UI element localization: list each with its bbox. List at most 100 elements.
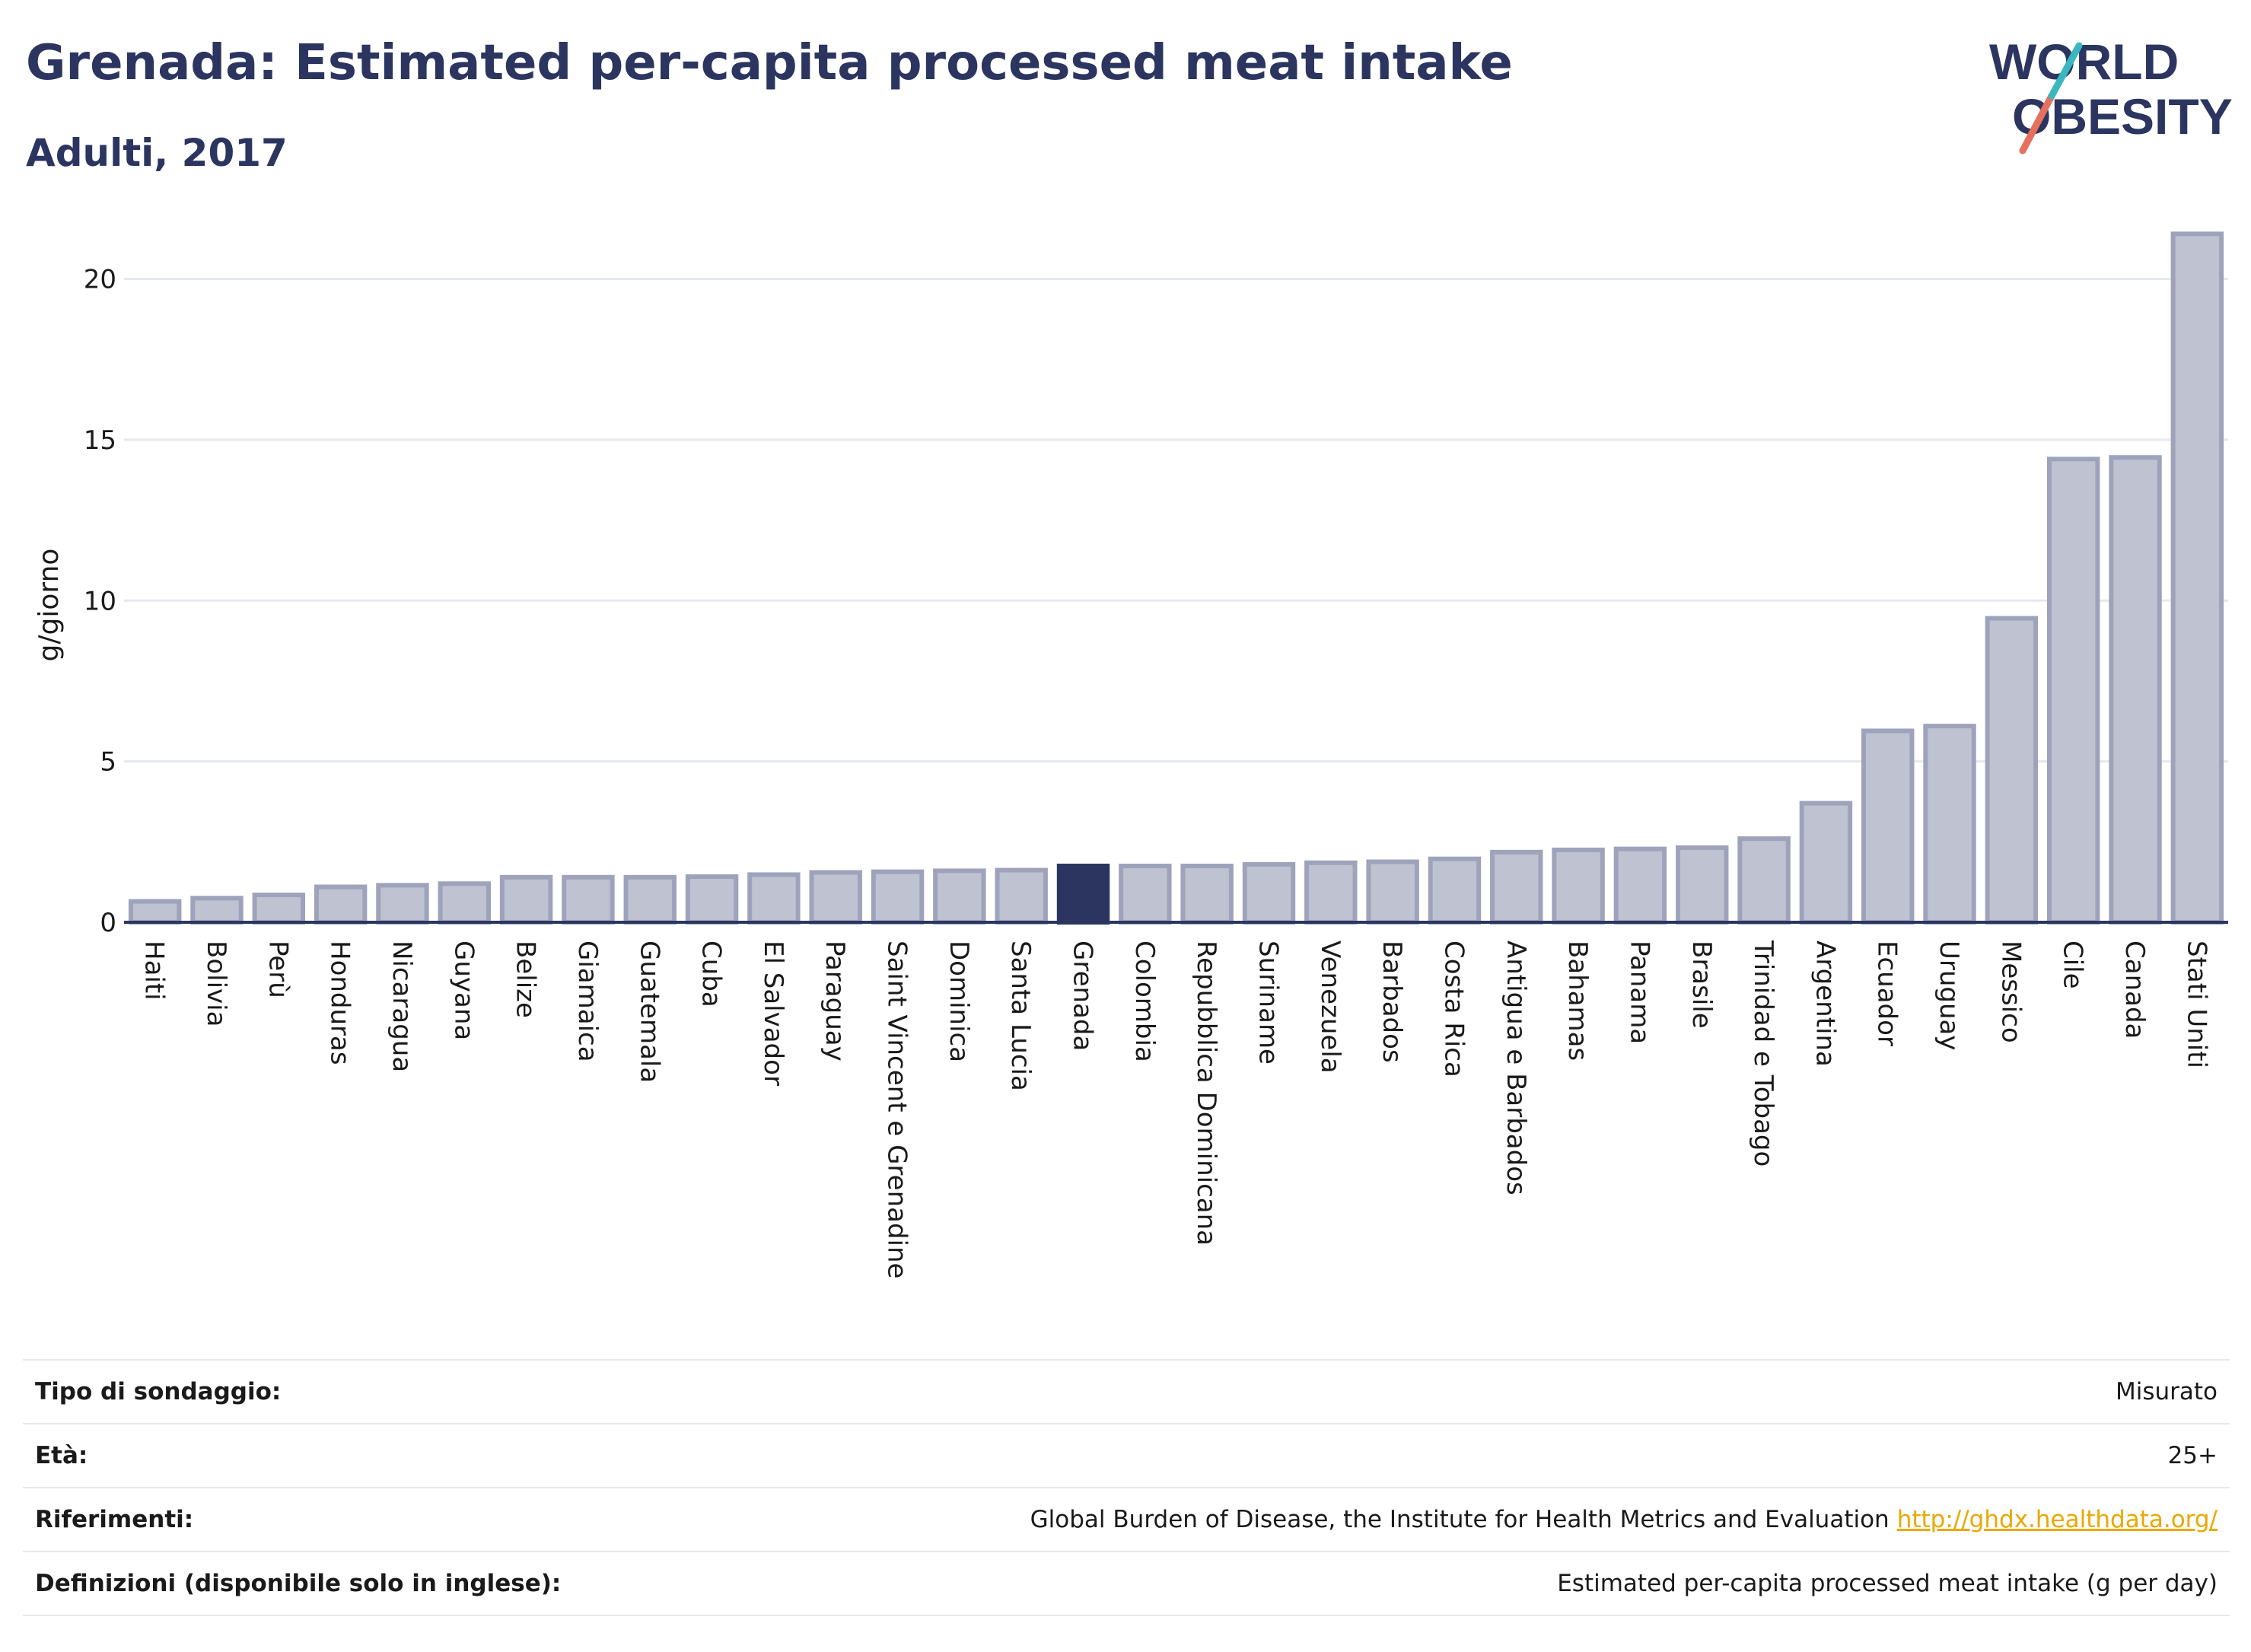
gridlines xyxy=(124,278,2228,763)
bar xyxy=(2109,455,2162,925)
y-tick-label: 15 xyxy=(84,425,116,456)
x-tick-label: Bahamas xyxy=(1562,941,1593,1061)
x-tick-label: Grenada xyxy=(1068,941,1098,1051)
info-label: Definizioni (disponibile solo in inglese… xyxy=(23,1551,712,1616)
bar xyxy=(1490,849,1543,925)
y-axis-label: g/giorno xyxy=(33,549,65,662)
x-tick-label: Panama xyxy=(1624,941,1654,1044)
x-tick-label: Cile xyxy=(2058,941,2088,989)
page-title: Grenada: Estimated per-capita processed … xyxy=(26,35,1513,91)
bar xyxy=(1242,861,1296,925)
info-row-definitions: Definizioni (disponibile solo in inglese… xyxy=(23,1551,2230,1616)
x-tick-label: Antigua e Barbados xyxy=(1501,941,1531,1195)
x-tick-label: Nicaragua xyxy=(387,941,417,1072)
bar xyxy=(1428,856,1482,925)
info-value-cell: Global Burden of Disease, the Institute … xyxy=(712,1487,2230,1552)
bar xyxy=(1366,859,1419,925)
bar xyxy=(1737,836,1791,925)
bar xyxy=(1552,847,1605,925)
x-tick-label: Messico xyxy=(1995,941,2026,1043)
x-tick-label: Guyana xyxy=(448,941,479,1040)
x-tick-label: Giamaica xyxy=(572,941,603,1062)
x-tick-label: Suriname xyxy=(1253,941,1283,1065)
y-tick-label: 5 xyxy=(100,747,116,778)
bar xyxy=(190,896,244,925)
bar xyxy=(1861,728,1915,925)
bar xyxy=(562,874,615,925)
bar xyxy=(747,872,801,925)
x-tick-label: Santa Lucia xyxy=(1005,941,1036,1091)
bar xyxy=(376,883,429,925)
x-tick-label: Argentina xyxy=(1810,941,1840,1067)
info-table: Tipo di sondaggio: Misurato Età: 25+ Rif… xyxy=(23,1359,2230,1616)
bar xyxy=(685,874,739,925)
bar xyxy=(314,884,368,925)
bar-highlighted xyxy=(1056,864,1110,925)
bar xyxy=(871,869,925,925)
info-label: Tipo di sondaggio: xyxy=(23,1359,712,1424)
x-tick-label: Belize xyxy=(511,941,541,1018)
x-tick-label: Paraguay xyxy=(820,941,850,1062)
x-tick-label: Brasile xyxy=(1686,941,1717,1029)
bar xyxy=(252,893,306,925)
bar xyxy=(809,870,862,925)
info-value: 25+ xyxy=(712,1423,2230,1488)
logo-slash-teal xyxy=(2048,42,2083,100)
bar xyxy=(499,874,553,925)
info-value: Global Burden of Disease, the Institute … xyxy=(1030,1506,1890,1533)
bar xyxy=(623,874,677,925)
bar xyxy=(1180,864,1234,925)
x-tick-label: Guatemala xyxy=(634,941,664,1083)
bar xyxy=(2046,457,2100,925)
y-tick-label: 20 xyxy=(84,265,116,295)
x-axis-ticks: Haiti Bolivia Perù Honduras Nicaragua Guyana B… xyxy=(139,940,2212,1278)
info-row-age: Età: 25+ xyxy=(23,1423,2230,1488)
x-tick-label: Cuba xyxy=(696,941,727,1007)
bar xyxy=(1676,845,1729,925)
x-tick-label: Repubblica Dominicana xyxy=(1191,941,1221,1246)
x-tick-label: Uruguay xyxy=(1934,941,1964,1051)
info-label: Età: xyxy=(23,1423,712,1488)
bar xyxy=(438,881,491,925)
bar xyxy=(1985,616,2039,925)
reference-link[interactable]: http://ghdx.healthdata.org/ xyxy=(1896,1506,2218,1533)
x-tick-label: Venezuela xyxy=(1315,941,1345,1074)
world-obesity-logo[interactable]: WORLD OBESITY xyxy=(1979,23,2237,160)
info-row-references: Riferimenti: Global Burden of Disease, t… xyxy=(23,1487,2230,1552)
info-value: Misurato xyxy=(712,1359,2230,1424)
x-tick-label: Trinidad e Tobago xyxy=(1748,940,1778,1167)
y-axis-ticks: 0 5 10 15 20 xyxy=(84,265,116,938)
x-tick-label: Costa Rica xyxy=(1438,941,1469,1077)
bar xyxy=(1304,860,1358,925)
logo-slash-coral xyxy=(2019,92,2055,154)
bar xyxy=(2170,231,2224,925)
logo-line1: WORLD xyxy=(1989,33,2179,90)
bar xyxy=(128,899,182,925)
page-subtitle: Adulti, 2017 xyxy=(26,131,288,175)
bar xyxy=(1613,846,1667,925)
bar xyxy=(1119,864,1172,925)
bar xyxy=(1923,724,1976,925)
bar xyxy=(1799,801,1853,925)
x-tick-label: Colombia xyxy=(1129,941,1160,1062)
bar-chart: 0 5 10 15 20 Haiti Bolivia Perù Honduras Nicarag… xyxy=(33,231,2228,1278)
x-tick-label: Perù xyxy=(263,941,293,998)
x-tick-label: Haiti xyxy=(139,941,170,1001)
x-tick-label: Stati Uniti xyxy=(2181,941,2211,1068)
bars xyxy=(128,231,2224,925)
y-tick-label: 0 xyxy=(100,908,116,938)
bar xyxy=(995,867,1048,925)
x-tick-label: Saint Vincent e Grenadine xyxy=(882,941,912,1278)
x-tick-label: Honduras xyxy=(325,941,355,1065)
info-label: Riferimenti: xyxy=(23,1487,712,1552)
x-tick-label: El Salvador xyxy=(758,941,788,1086)
x-tick-label: Ecuador xyxy=(1872,941,1902,1046)
x-tick-label: Barbados xyxy=(1377,941,1407,1063)
info-value: Estimated per-capita processed meat inta… xyxy=(712,1551,2230,1616)
y-tick-label: 10 xyxy=(84,586,116,616)
bar xyxy=(933,868,986,925)
x-tick-label: Dominica xyxy=(944,941,974,1062)
x-tick-label: Canada xyxy=(2119,941,2150,1039)
x-tick-label: Bolivia xyxy=(201,941,231,1027)
info-row-survey-type: Tipo di sondaggio: Misurato xyxy=(23,1359,2230,1424)
